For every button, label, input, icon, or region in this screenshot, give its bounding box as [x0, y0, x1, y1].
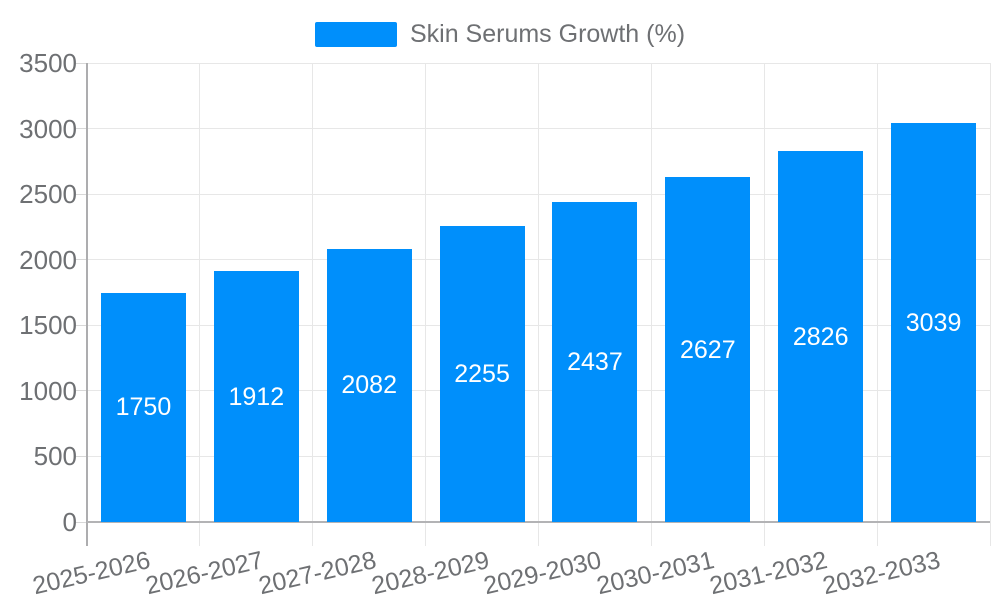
y-axis-tick: [76, 324, 87, 326]
v-gridline: [763, 63, 765, 546]
x-axis-label: 2028-2029: [368, 546, 492, 600]
x-axis-label: 2030-2031: [594, 546, 718, 600]
bar[interactable]: [439, 226, 525, 522]
y-axis-line: [86, 63, 88, 546]
y-axis-label: 3500: [19, 48, 77, 78]
v-gridline: [199, 63, 201, 546]
bar[interactable]: [213, 271, 299, 522]
y-axis-label: 1500: [19, 310, 77, 341]
bar-value-label: 3039: [905, 308, 962, 337]
bar[interactable]: [778, 151, 864, 522]
y-axis-tick: [76, 259, 87, 261]
bar[interactable]: [326, 248, 412, 522]
bar[interactable]: [665, 177, 751, 522]
bar-value-label: 2627: [680, 335, 736, 364]
y-axis-tick: [76, 62, 87, 64]
bar[interactable]: [552, 202, 638, 522]
v-gridline: [312, 63, 314, 546]
y-axis-tick: [76, 390, 87, 392]
bar-value-label: 2255: [454, 360, 510, 389]
bar[interactable]: [891, 123, 977, 522]
v-gridline: [876, 63, 878, 546]
y-axis-label: 2500: [19, 179, 77, 210]
bar-value-label: 1912: [228, 382, 285, 411]
x-axis-label: 2026-2027: [142, 546, 266, 600]
y-axis-tick: [76, 521, 87, 523]
bar-value-label: 2826: [792, 322, 849, 351]
x-axis-label: 2032-2033: [820, 546, 943, 600]
y-axis-tick: [76, 455, 87, 457]
y-axis-tick: [76, 193, 87, 195]
y-axis-label: 500: [33, 441, 77, 472]
x-axis-label: 2031-2032: [707, 546, 830, 600]
legend-label: Skin Serums Growth (%): [409, 20, 686, 48]
v-gridline: [650, 63, 652, 546]
y-axis-label: 3000: [19, 113, 77, 144]
bar-value-label: 2082: [341, 371, 397, 400]
legend-item[interactable]: Skin Serums Growth (%): [0, 20, 1000, 49]
v-gridline: [989, 63, 991, 546]
y-axis-label: 1000: [19, 375, 77, 406]
y-axis-tick: [76, 128, 87, 130]
y-axis-label: 0: [62, 507, 77, 537]
x-axis-label: 2029-2030: [481, 546, 605, 600]
x-axis-label: 2025-2026: [29, 546, 153, 600]
bar[interactable]: [100, 292, 186, 522]
bar-value-label: 2437: [567, 348, 623, 377]
bar-value-label: 1750: [115, 393, 172, 422]
x-axis-label: 2027-2028: [255, 546, 379, 600]
y-axis-label: 2000: [19, 244, 77, 275]
legend-marker: [314, 22, 397, 47]
v-gridline: [538, 63, 539, 546]
x-axis-line: [87, 521, 990, 523]
v-gridline: [425, 63, 427, 546]
